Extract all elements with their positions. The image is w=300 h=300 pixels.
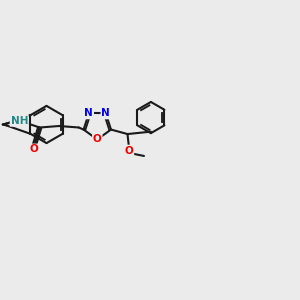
Text: O: O xyxy=(30,144,39,154)
Text: NH: NH xyxy=(11,116,28,126)
Text: O: O xyxy=(93,134,102,145)
Text: N: N xyxy=(101,109,110,118)
Text: O: O xyxy=(124,146,134,155)
Text: N: N xyxy=(85,109,93,118)
